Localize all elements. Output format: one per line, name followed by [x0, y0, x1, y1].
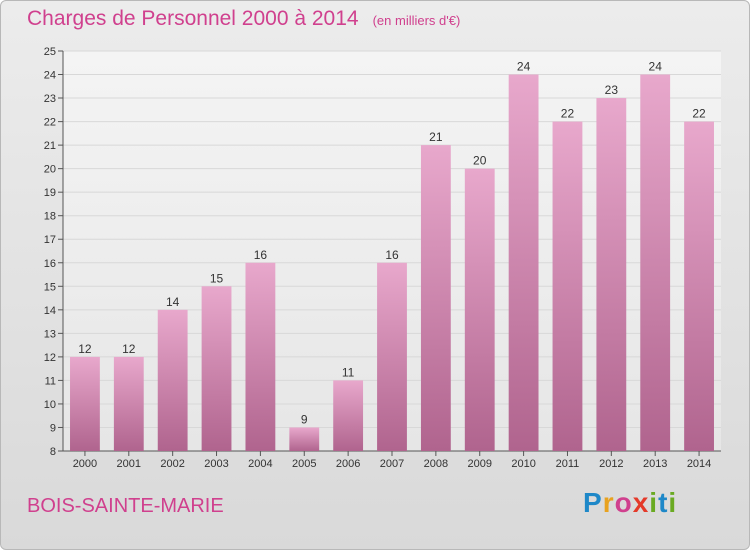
bar-2002 — [157, 309, 188, 451]
y-tick-label: 10 — [44, 399, 56, 411]
y-tick-label: 22 — [44, 117, 56, 129]
data-label-2003: 15 — [210, 271, 224, 285]
data-label-2000: 12 — [78, 342, 92, 356]
bar-2001 — [113, 356, 144, 451]
x-tick-label-2009: 2009 — [467, 458, 491, 470]
bar-2003 — [201, 286, 232, 451]
data-label-2010: 24 — [517, 60, 531, 74]
bar-2007 — [377, 262, 407, 451]
x-tick-label-2013: 2013 — [643, 458, 667, 470]
y-tick-label: 24 — [44, 70, 56, 82]
x-tick-label-2004: 2004 — [248, 458, 272, 470]
data-label-2007: 16 — [385, 248, 399, 262]
data-label-2012: 23 — [605, 83, 619, 97]
x-tick-label-2003: 2003 — [204, 458, 228, 470]
bar-2014 — [684, 121, 714, 452]
data-label-2006: 11 — [342, 365, 355, 379]
y-tick-label: 16 — [44, 258, 56, 270]
x-tick-label-2007: 2007 — [380, 458, 404, 470]
chart-title-text: Charges de Personnel 2000 à 2014 — [27, 7, 359, 30]
data-label-2002: 14 — [166, 295, 180, 309]
data-label-2001: 12 — [122, 342, 136, 356]
data-label-2009: 20 — [473, 154, 487, 168]
y-tick-label: 13 — [44, 328, 56, 340]
y-tick-label: 17 — [44, 234, 56, 246]
bar-2013 — [640, 74, 671, 451]
data-label-2014: 22 — [692, 107, 706, 121]
y-tick-label: 14 — [44, 305, 56, 317]
place-name: BOIS-SAINTE-MARIE — [27, 495, 224, 517]
bar-2012 — [596, 98, 627, 451]
data-label-2005: 9 — [301, 412, 308, 426]
x-tick-label-2012: 2012 — [599, 458, 623, 470]
x-tick-label-2006: 2006 — [336, 458, 360, 470]
bar-2010 — [508, 74, 539, 451]
x-tick-label-2010: 2010 — [511, 458, 535, 470]
y-tick-label: 18 — [44, 211, 56, 223]
y-tick-label: 15 — [44, 281, 56, 293]
y-tick-label: 9 — [50, 422, 56, 434]
x-tick-label-2008: 2008 — [424, 458, 448, 470]
bar-2004 — [245, 262, 276, 451]
x-tick-label-2000: 2000 — [73, 458, 97, 470]
y-tick-label: 19 — [44, 187, 56, 199]
y-tick-label: 12 — [44, 352, 56, 364]
data-label-2013: 24 — [649, 60, 663, 74]
data-label-2011: 22 — [561, 107, 575, 121]
x-tick-label-2005: 2005 — [292, 458, 316, 470]
y-tick-label: 25 — [44, 46, 56, 58]
y-tick-label: 23 — [44, 93, 56, 105]
bar-2008 — [420, 145, 451, 451]
y-tick-label: 11 — [45, 375, 56, 387]
chart-title: Charges de Personnel 2000 à 2014 (en mill… — [27, 7, 460, 31]
bar-2009 — [464, 168, 495, 451]
data-label-2008: 21 — [429, 130, 443, 144]
chart-unit: (en milliers d'€) — [372, 13, 461, 28]
y-tick-label: 8 — [50, 446, 56, 458]
x-tick-label-2002: 2002 — [160, 458, 184, 470]
x-tick-label-2001: 2001 — [117, 458, 141, 470]
bar-2011 — [552, 121, 583, 452]
data-label-2004: 16 — [254, 248, 268, 262]
y-tick-label: 21 — [44, 140, 56, 152]
proxiti-logo: Proxiti — [583, 487, 678, 518]
y-tick-label: 20 — [44, 164, 56, 176]
bar-2000 — [70, 356, 100, 451]
bar-2006 — [333, 380, 364, 451]
bar-2005 — [289, 427, 320, 451]
x-tick-label-2011: 2011 — [556, 458, 580, 470]
x-tick-label-2014: 2014 — [687, 458, 711, 470]
